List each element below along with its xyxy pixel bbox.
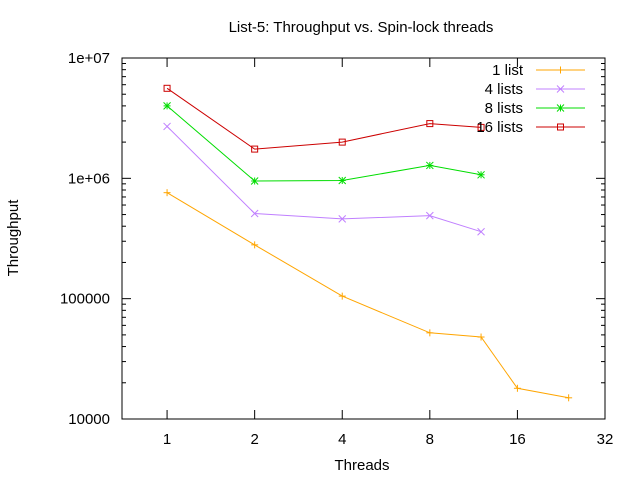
data-point-8-lists xyxy=(163,102,171,110)
data-point-1-list xyxy=(251,241,259,249)
legend-marker-1-list xyxy=(557,66,564,74)
legend-label-1-list: 1 list xyxy=(492,62,524,79)
data-point-8-lists xyxy=(425,161,434,170)
x-tick-label: 16 xyxy=(509,431,526,448)
data-point-8-lists xyxy=(250,177,259,185)
data-point-1-list xyxy=(513,384,521,392)
y-tick-label: 100000 xyxy=(60,291,110,308)
data-point-1-list xyxy=(338,292,346,300)
legend-marker-16-lists xyxy=(557,123,564,131)
plot-frame xyxy=(121,57,606,420)
legend-label-16-lists: 16 lists xyxy=(476,119,523,136)
series-line-16-lists xyxy=(166,87,482,150)
series-line-1-list xyxy=(166,192,569,399)
x-tick-label: 4 xyxy=(338,431,346,448)
x-axis-title: Threads xyxy=(334,457,389,474)
data-point-16-lists xyxy=(163,84,171,92)
series-line-4-lists xyxy=(166,126,482,233)
data-point-4-lists xyxy=(338,215,347,223)
data-point-1-list xyxy=(163,189,171,197)
data-point-1-list xyxy=(565,394,573,402)
legend-marker-8-lists xyxy=(556,104,565,112)
data-point-16-lists xyxy=(426,120,434,128)
y-tick-label: 1e+06 xyxy=(68,170,110,187)
chart-title: List-5: Throughput vs. Spin-lock threads xyxy=(229,19,494,36)
data-point-1-list xyxy=(477,333,485,341)
data-point-16-lists xyxy=(251,145,259,153)
legend-label-8-lists: 8 lists xyxy=(485,100,523,117)
legend-label-4-lists: 4 lists xyxy=(485,81,523,98)
data-point-4-lists xyxy=(250,209,259,218)
y-tick-label: 10000 xyxy=(68,411,110,428)
x-tick-label: 2 xyxy=(250,431,258,448)
y-axis-title: Throughput xyxy=(5,199,22,277)
data-point-8-lists xyxy=(338,176,347,185)
data-point-4-lists xyxy=(163,122,171,131)
plot-layer: 10000 100000 1e+06 1e+07 1 2 4 8 16 32 1 list 4 lis… xyxy=(60,50,613,448)
data-point-8-lists xyxy=(477,170,485,179)
legend-marker-4-lists xyxy=(556,85,565,93)
data-point-1-list xyxy=(426,329,434,337)
data-point-16-lists xyxy=(477,123,485,131)
x-tick-label: 1 xyxy=(163,431,171,448)
data-point-4-lists xyxy=(425,211,434,220)
x-tick-label: 32 xyxy=(597,431,614,448)
data-point-4-lists xyxy=(477,227,485,236)
data-point-16-lists xyxy=(338,138,346,146)
x-tick-label: 8 xyxy=(426,431,434,448)
y-tick-label: 1e+07 xyxy=(68,50,110,67)
